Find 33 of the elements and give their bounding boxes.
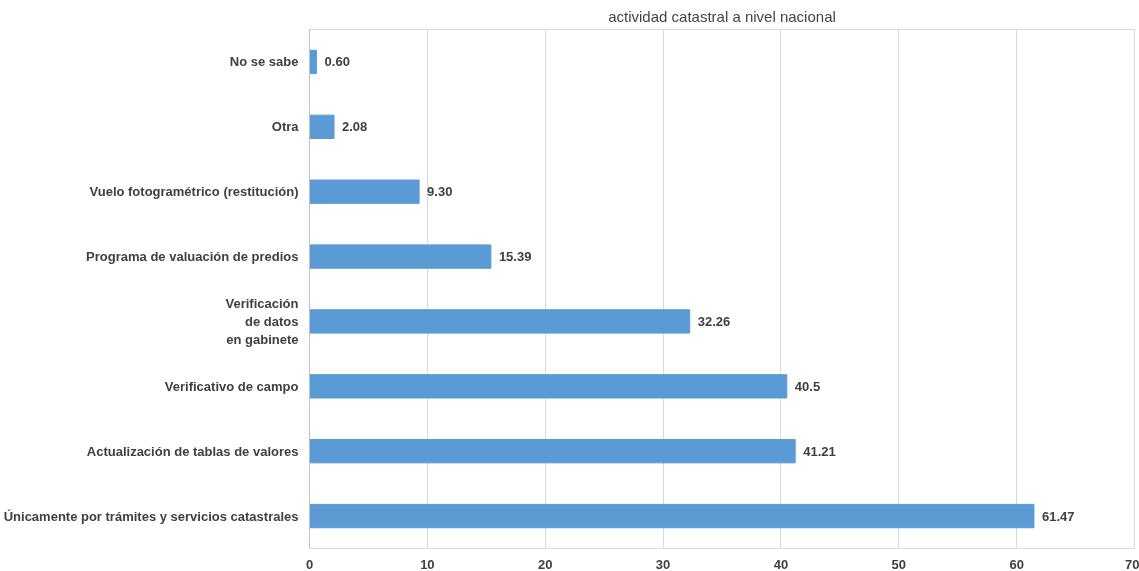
x-tick-label: 40 — [773, 556, 789, 571]
bar — [309, 49, 318, 75]
x-tick-label: 20 — [537, 556, 553, 571]
data-label: 40.5 — [794, 378, 821, 394]
bar — [309, 503, 1035, 529]
data-label: 32.26 — [697, 313, 731, 329]
data-label: 41.21 — [803, 443, 836, 459]
y-tick-label: Otra — [271, 119, 300, 135]
data-label: 2.08 — [342, 119, 368, 135]
data-label: 61.47 — [1041, 508, 1075, 524]
x-tick-label: 30 — [655, 556, 671, 571]
bar — [309, 374, 788, 399]
bar — [309, 244, 492, 269]
bar — [309, 179, 420, 204]
bar — [309, 309, 691, 334]
data-label: 15.39 — [498, 249, 532, 265]
y-tick-label: No se sabe — [229, 54, 299, 70]
y-tick-label: Programa de valuación de predios — [86, 249, 299, 265]
chart-title: actividad catastral a nivel nacional — [608, 7, 836, 25]
x-tick-label: 0 — [305, 556, 314, 571]
data-label: 0.60 — [324, 54, 350, 70]
bar — [309, 114, 335, 139]
x-tick-label: 70 — [1125, 556, 1139, 571]
y-tick-label: Únicamente por trámites y servicios catastrales — [3, 508, 299, 524]
x-tick-label: 10 — [420, 556, 435, 571]
y-tick-label: Verificativo de campo — [164, 378, 299, 394]
data-label: 9.30 — [427, 184, 453, 200]
y-tick-label: Verificación de datos en gabinete — [225, 295, 299, 347]
bar — [309, 439, 796, 464]
x-tick-label: 60 — [1009, 556, 1024, 571]
y-tick-label: Vuelo fotogramétrico (restitución) — [89, 184, 299, 200]
y-tick-label: Actualización de tablas de valores — [86, 443, 299, 459]
x-tick-label: 50 — [891, 556, 907, 571]
